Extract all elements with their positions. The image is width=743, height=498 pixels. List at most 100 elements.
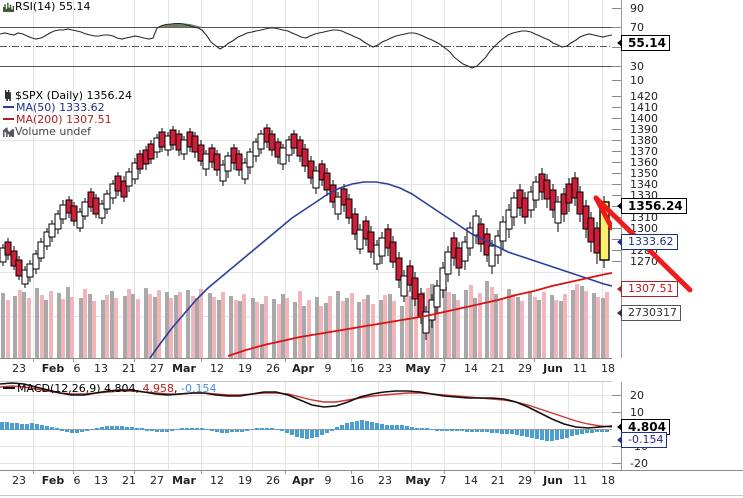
date-tick bbox=[534, 471, 535, 474]
flag-nib bbox=[617, 309, 622, 317]
macd-ytick-label: 20 bbox=[630, 389, 644, 402]
date-label: May bbox=[405, 474, 431, 487]
macd-line bbox=[0, 382, 612, 429]
macd-legend-text: MACD(12,26,9) 4.804 bbox=[17, 382, 136, 395]
price-tick bbox=[612, 107, 621, 108]
date-tick bbox=[285, 471, 286, 474]
date-label: 12 bbox=[210, 474, 224, 487]
ma50-value-flag: 1333.62 bbox=[617, 234, 678, 250]
volume-legend-row: Volume undef bbox=[3, 126, 132, 138]
date-label: 16 bbox=[350, 362, 364, 375]
date-label: 29 bbox=[518, 474, 532, 487]
date-label: 11 bbox=[573, 474, 587, 487]
price-ytick-label: 1390 bbox=[630, 123, 658, 136]
date-label: 7 bbox=[439, 362, 447, 375]
ma200-value-flag: 1307.51 bbox=[617, 281, 678, 297]
macd-sep-1: , bbox=[135, 382, 143, 395]
rsi-tick bbox=[612, 47, 621, 48]
macd-ytick-label: -20 bbox=[630, 457, 648, 470]
date-label: 29 bbox=[518, 362, 532, 375]
rsi-legend-row: RSI(14) 55.14 bbox=[3, 1, 90, 13]
date-tick bbox=[285, 359, 286, 362]
volume-legend-text: Volume undef bbox=[15, 125, 91, 138]
price-ytick-label: 1270 bbox=[630, 255, 658, 268]
macd-tick bbox=[612, 412, 621, 413]
rsi-tick bbox=[612, 8, 621, 9]
price-legend: $SPX (Daily) 1356.24 MA(50) 1333.62 MA(2… bbox=[3, 90, 132, 138]
price-tick bbox=[612, 173, 621, 174]
rsi-axis: 90 70 30 10 55.14 bbox=[612, 0, 743, 88]
rsi-ytick-label: 30 bbox=[630, 60, 644, 73]
date-label: 26 bbox=[266, 362, 280, 375]
ma200-legend-row: MA(200) 1307.51 bbox=[3, 114, 132, 126]
date-label: 27 bbox=[150, 474, 164, 487]
flag-nib bbox=[617, 436, 622, 444]
volume-value-text: 2730317 bbox=[628, 306, 677, 319]
rsi-reference-lines bbox=[0, 27, 612, 67]
date-label: Mar bbox=[172, 474, 196, 487]
flag-nib bbox=[617, 238, 622, 246]
macd-hist-text: -0.154 bbox=[181, 382, 217, 395]
date-tick bbox=[33, 359, 34, 362]
date-tick bbox=[351, 359, 352, 362]
macd-histogram bbox=[0, 420, 609, 441]
price-tick bbox=[612, 250, 621, 251]
rsi-tick bbox=[612, 80, 621, 81]
price-tick bbox=[612, 96, 621, 97]
macd-tick bbox=[612, 446, 621, 447]
rsi-gridlines bbox=[33, 0, 603, 88]
macd-value-text: 4.804 bbox=[628, 420, 666, 434]
ma50-legend-text: MA(50) 1333.62 bbox=[16, 101, 105, 114]
date-label: 18 bbox=[601, 474, 615, 487]
date-label: 19 bbox=[238, 474, 252, 487]
ma50-line-swatch bbox=[3, 106, 14, 108]
price-tick bbox=[612, 217, 621, 218]
chart-icon bbox=[3, 2, 14, 12]
price-tick bbox=[612, 184, 621, 185]
rsi-panel: RSI(14) 55.14 90 70 30 10 55.14 bbox=[0, 0, 743, 88]
flag-nib bbox=[617, 39, 622, 47]
date-tick bbox=[201, 359, 202, 362]
date-label: 27 bbox=[150, 362, 164, 375]
date-tick bbox=[351, 471, 352, 474]
date-label: 14 bbox=[464, 474, 478, 487]
date-label: 11 bbox=[573, 362, 587, 375]
date-label: 12 bbox=[210, 362, 224, 375]
price-tick bbox=[612, 228, 621, 229]
rsi-value-text: 55.14 bbox=[628, 36, 666, 50]
date-label: Jun bbox=[543, 474, 563, 487]
date-label: 13 bbox=[94, 362, 108, 375]
macd-line-swatch bbox=[3, 387, 15, 389]
candlestick-icon bbox=[4, 90, 11, 101]
price-tick bbox=[612, 195, 621, 196]
macd-ytick-label: 10 bbox=[630, 406, 644, 419]
date-tick bbox=[444, 359, 445, 362]
price-axis: 1420 1410 1400 1390 1380 1370 1360 1350 … bbox=[612, 88, 743, 358]
date-tick bbox=[134, 359, 135, 362]
rsi-tick bbox=[612, 27, 621, 28]
last-price-text: 1356.24 bbox=[628, 199, 683, 213]
flag-nib bbox=[617, 285, 622, 293]
macd-svg bbox=[0, 382, 612, 470]
date-tick bbox=[33, 471, 34, 474]
ma50-value-text: 1333.62 bbox=[628, 235, 674, 248]
ma50-line bbox=[149, 181, 612, 358]
last-price-flag: 1356.24 bbox=[617, 198, 687, 214]
date-tick bbox=[444, 471, 445, 474]
price-ytick-label: 1370 bbox=[630, 145, 658, 158]
ma200-line-swatch bbox=[3, 118, 14, 120]
date-label: 16 bbox=[350, 474, 364, 487]
rsi-plot: RSI(14) 55.14 bbox=[0, 0, 612, 88]
macd-gridlines bbox=[0, 382, 612, 470]
date-label: 21 bbox=[491, 362, 505, 375]
date-label: 9 bbox=[324, 362, 332, 375]
price-ytick-label: 1400 bbox=[630, 112, 658, 125]
date-label: 18 bbox=[601, 362, 615, 375]
date-label: 7 bbox=[439, 474, 447, 487]
price-ytick-label: 1360 bbox=[630, 156, 658, 169]
ma200-value-text: 1307.51 bbox=[628, 282, 674, 295]
date-label: May bbox=[405, 362, 431, 375]
rsi-value-flag: 55.14 bbox=[617, 35, 670, 51]
macd-sep-2: , bbox=[174, 382, 182, 395]
macd-legend: MACD(12,26,9) 4.804, 4.958, -0.154 bbox=[3, 383, 217, 395]
